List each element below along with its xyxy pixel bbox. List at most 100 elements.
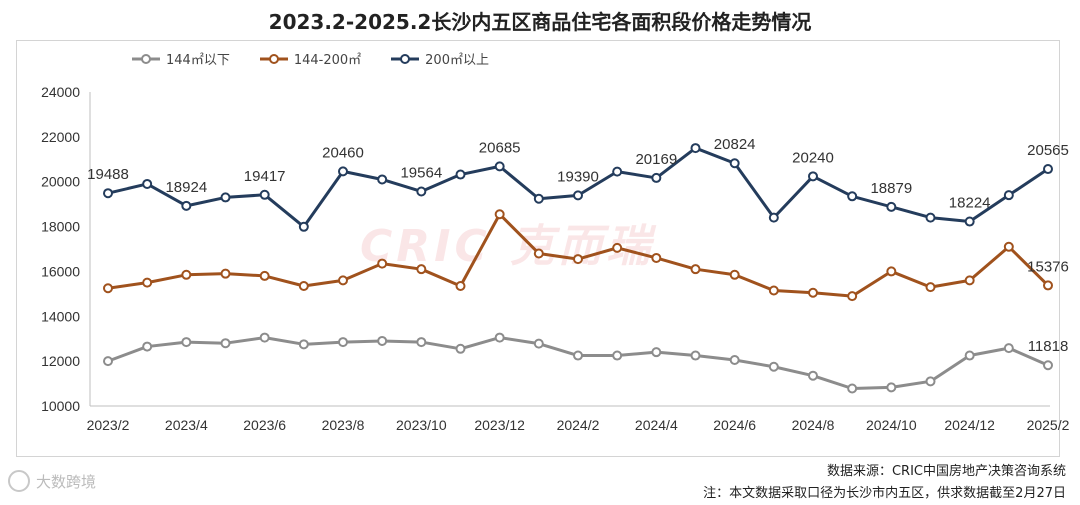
data-point (729, 269, 740, 280)
data-point (1003, 190, 1014, 201)
data-point (729, 355, 740, 366)
data-point (533, 193, 544, 204)
x-tick-label: 2024/2 (557, 417, 600, 433)
data-point (1043, 280, 1053, 291)
chart-frame (16, 40, 1060, 457)
data-point (808, 370, 818, 381)
legend-swatch-large (391, 53, 420, 64)
data-point (416, 337, 427, 348)
data-point (573, 254, 583, 265)
data-point (651, 347, 662, 358)
data-point (533, 248, 544, 259)
data-label: 15376 (1027, 258, 1069, 275)
data-point (651, 172, 662, 183)
y-tick-label: 18000 (41, 219, 80, 235)
brand-watermark: 大数跨境 (8, 470, 96, 492)
data-point (142, 277, 153, 288)
data-point (181, 337, 192, 348)
data-point (847, 291, 858, 302)
data-point (612, 242, 623, 253)
data-point (808, 171, 818, 182)
data-point (886, 201, 897, 212)
data-note: 注：本文数据采取口径为长沙市内五区，供求数据截至2月27日 (703, 486, 1066, 501)
y-tick-label: 24000 (41, 84, 80, 100)
data-point (690, 264, 701, 275)
data-point (768, 361, 779, 372)
data-point (103, 188, 113, 199)
data-point (377, 174, 388, 185)
data-label: 20565 (1027, 142, 1069, 159)
x-tick-label: 2024/12 (944, 417, 995, 433)
legend-label-medium: 144-200㎡ (293, 53, 362, 68)
data-point (455, 281, 466, 292)
y-tick-label: 14000 (41, 308, 80, 324)
data-label: 19417 (244, 168, 286, 185)
data-point (338, 275, 348, 286)
data-label: 20824 (714, 136, 756, 153)
data-point (259, 270, 270, 281)
data-point (220, 268, 231, 279)
data-point (573, 190, 583, 201)
y-tick-label: 20000 (41, 174, 80, 190)
data-point (533, 338, 544, 349)
x-tick-label: 2023/8 (322, 417, 365, 433)
data-point (964, 350, 975, 361)
data-point (964, 275, 975, 286)
data-point (455, 343, 466, 354)
data-label: 20460 (322, 144, 364, 161)
data-point (494, 209, 505, 220)
x-tick-label: 2025/2 (1027, 417, 1070, 433)
data-point (886, 266, 897, 277)
legend-swatch-medium (259, 53, 288, 64)
data-point (925, 282, 936, 293)
data-point (103, 283, 113, 294)
data-point (768, 212, 779, 223)
data-point (1043, 164, 1053, 175)
data-label: 11818 (1028, 338, 1069, 355)
data-point (964, 216, 975, 227)
x-tick-label: 2024/6 (713, 417, 756, 433)
data-point (612, 166, 623, 177)
data-point (298, 221, 309, 232)
y-tick-label: 16000 (41, 263, 80, 279)
data-label: 19390 (557, 168, 599, 185)
data-point (259, 332, 270, 343)
data-point (455, 169, 466, 180)
data-label: 18924 (165, 179, 207, 196)
legend-item-large: 200㎡以上 (391, 49, 489, 68)
data-point (494, 161, 505, 172)
x-tick-label: 2023/12 (474, 417, 525, 433)
data-point (573, 350, 583, 361)
weibo-icon (8, 470, 30, 492)
legend: 144㎡以下 144-200㎡ 200㎡以上 (132, 49, 489, 68)
y-tick-label: 22000 (41, 129, 80, 145)
data-point (259, 189, 270, 200)
data-point (338, 166, 348, 177)
data-point (847, 191, 858, 202)
data-label: 20240 (792, 149, 834, 166)
y-tick-label: 12000 (41, 353, 80, 369)
data-point (220, 192, 231, 203)
data-point (808, 287, 818, 298)
data-point (651, 252, 662, 263)
data-point (886, 382, 897, 393)
data-point (142, 178, 153, 189)
x-tick-label: 2023/2 (87, 417, 130, 433)
legend-swatch-small (132, 53, 160, 64)
data-point (181, 200, 192, 211)
data-point (220, 338, 231, 349)
data-point (377, 258, 388, 269)
data-point (925, 376, 936, 387)
brand-watermark-text: 大数跨境 (36, 472, 97, 491)
data-point (416, 186, 427, 197)
data-label: 20169 (635, 151, 677, 168)
data-point (1003, 343, 1014, 354)
legend-item-medium: 144-200㎡ (259, 49, 362, 68)
legend-label-small: 144㎡以下 (166, 53, 230, 68)
x-tick-label: 2023/4 (165, 417, 208, 433)
data-source: 数据来源：CRIC中国房地产决策咨询系统 (826, 464, 1066, 479)
data-point (690, 143, 701, 154)
data-label: 19564 (400, 164, 442, 181)
data-point (1043, 360, 1053, 371)
data-label: 18879 (870, 180, 912, 197)
